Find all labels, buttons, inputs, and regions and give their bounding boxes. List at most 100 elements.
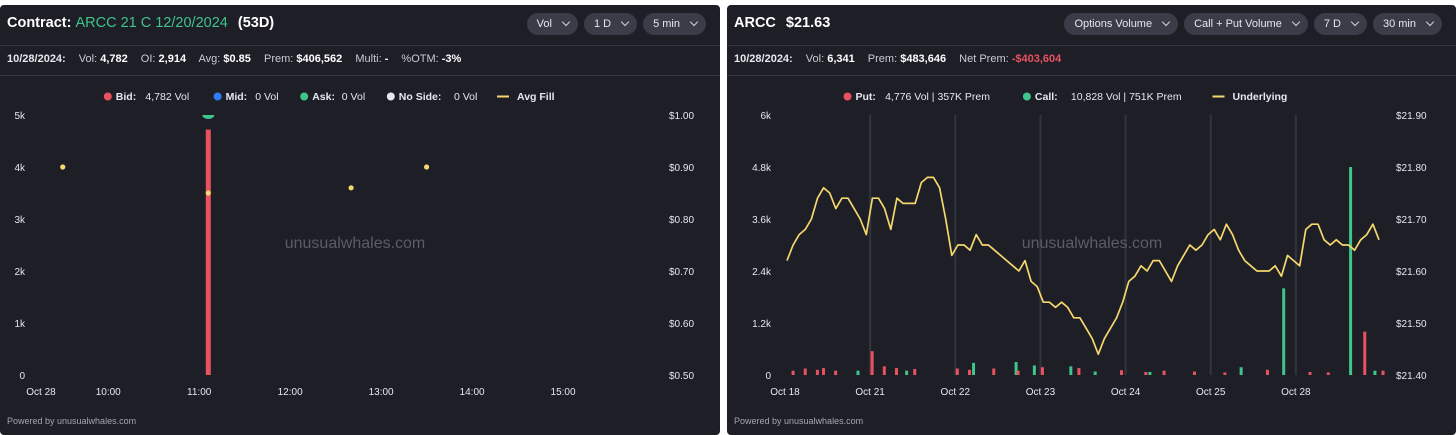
x-tick-label: 14:00 bbox=[460, 387, 485, 398]
call-bar bbox=[1069, 366, 1073, 375]
stats-divider bbox=[0, 75, 720, 76]
legend-label: Avg Fill bbox=[517, 91, 555, 103]
contract-volume-panel: Contract: ARCC 21 C 12/20/2024 (53D) Vol… bbox=[0, 5, 720, 435]
y-tick-label: 0 bbox=[19, 371, 25, 382]
bid-bar bbox=[205, 129, 211, 375]
chart-controls: Options Volume Call + Put Volume 7 D 30 … bbox=[1064, 13, 1442, 35]
contract-volume-chart[interactable]: Bid: 4,782 Vol Mid: 0 Vol Ask: 0 Vol No Side: 0… bbox=[0, 5, 720, 435]
call-bar bbox=[1349, 167, 1353, 375]
multi-value: - bbox=[384, 53, 389, 65]
call-bar bbox=[972, 362, 976, 375]
x-tick-label: 13:00 bbox=[369, 387, 394, 398]
legend-label: Ask: bbox=[312, 91, 335, 103]
x-tick-label: Oct 21 bbox=[855, 387, 885, 398]
put-bar bbox=[1192, 371, 1196, 375]
y-tick-label: 1.2k bbox=[752, 319, 772, 330]
metric-dropdown[interactable]: Vol bbox=[526, 13, 578, 35]
y-tick-label: 4.8k bbox=[752, 163, 772, 174]
y-tick-label: 1k bbox=[14, 319, 26, 330]
x-tick-label: 11:00 bbox=[187, 387, 212, 398]
put-bar bbox=[1363, 331, 1367, 375]
legend-value: 0 Vol bbox=[454, 91, 477, 103]
contract-label: Contract: bbox=[7, 15, 72, 31]
panel-header: ARCC $21.63 Options Volume Call + Put Vo… bbox=[727, 5, 1456, 41]
put-bar bbox=[821, 368, 825, 375]
legend-label: No Side: bbox=[399, 91, 442, 103]
prem-label: Prem: bbox=[263, 53, 294, 65]
legend-label: Mid: bbox=[226, 91, 248, 103]
contract-title: Contract: ARCC 21 C 12/20/2024 (53D) bbox=[7, 15, 274, 31]
legend-marker bbox=[103, 92, 112, 101]
multi-label: Multi: bbox=[355, 53, 382, 65]
put-bar bbox=[882, 366, 886, 375]
side-dropdown[interactable]: Call + Put Volume bbox=[1184, 13, 1308, 35]
call-bar bbox=[1239, 367, 1243, 375]
avg-label: Avg: bbox=[198, 53, 221, 65]
x-tick-label: Oct 28 bbox=[1281, 387, 1311, 398]
call-bar bbox=[856, 370, 860, 375]
y2-tick-label: $0.70 bbox=[669, 267, 694, 278]
net-prem-value: -$403,604 bbox=[1011, 53, 1062, 65]
vol-value: 4,782 bbox=[100, 53, 128, 65]
y2-tick-label: $1.00 bbox=[669, 111, 694, 122]
put-bar bbox=[1326, 372, 1330, 375]
dropdown-label: 30 min bbox=[1382, 18, 1416, 30]
call-bar bbox=[1148, 371, 1152, 375]
put-bar bbox=[1077, 368, 1081, 375]
header-divider bbox=[727, 45, 1456, 46]
prem-value: $483,646 bbox=[900, 53, 947, 65]
legend-label: Put: bbox=[856, 91, 876, 103]
put-bar bbox=[1040, 367, 1044, 375]
y-tick-label: 3k bbox=[14, 215, 26, 226]
stats-bar: 10/28/2024: Vol: 6,341 Prem: $483,646 Ne… bbox=[734, 53, 1061, 65]
y-tick-label: 3.6k bbox=[752, 215, 772, 226]
contract-name[interactable]: ARCC 21 C 12/20/2024 bbox=[75, 15, 228, 31]
dropdown-label: 5 min bbox=[653, 18, 680, 30]
otm-label: %OTM: bbox=[401, 53, 439, 65]
y-tick-label: 4k bbox=[14, 163, 26, 174]
y2-tick-label: $0.90 bbox=[669, 163, 694, 174]
stats-bar: 10/28/2024: Vol: 4,782 OI: 2,914 Avg: $0… bbox=[7, 53, 461, 65]
legend-value: 4,782 Vol bbox=[145, 91, 189, 103]
legend-marker bbox=[300, 92, 309, 101]
ticker-price: $21.63 bbox=[785, 15, 831, 31]
x-tick-label: Oct 22 bbox=[941, 387, 971, 398]
dropdown-label: Vol bbox=[536, 18, 552, 30]
options-volume-chart[interactable]: Put: 4,776 Vol | 357K Prem Call: 10,828 Vol… bbox=[727, 5, 1456, 435]
avg-fill-point bbox=[348, 185, 354, 191]
y2-tick-label: $21.80 bbox=[1396, 163, 1427, 174]
prem-value: $406,562 bbox=[296, 53, 343, 65]
range-dropdown[interactable]: 7 D bbox=[1313, 13, 1367, 35]
dropdown-label: Options Volume bbox=[1074, 18, 1153, 30]
put-bar bbox=[1144, 371, 1148, 375]
call-bar bbox=[1373, 370, 1377, 375]
x-tick-label: Oct 18 bbox=[770, 387, 800, 398]
net-prem-label: Net Prem: bbox=[959, 53, 1009, 65]
put-bar bbox=[803, 368, 807, 375]
y-tick-label: 0 bbox=[765, 371, 771, 382]
put-bar bbox=[913, 368, 917, 375]
dropdown-label: Call + Put Volume bbox=[1194, 18, 1282, 30]
metric-dropdown[interactable]: Options Volume bbox=[1064, 13, 1179, 35]
put-bar bbox=[1016, 370, 1020, 375]
prem-label: Prem: bbox=[867, 53, 898, 65]
legend-marker bbox=[213, 92, 222, 101]
put-bar bbox=[834, 370, 838, 375]
call-bar bbox=[1032, 365, 1036, 375]
x-tick-label: Oct 28 bbox=[26, 387, 56, 398]
vol-label: Vol: bbox=[805, 53, 825, 65]
range-dropdown[interactable]: 1 D bbox=[583, 13, 638, 35]
avg-fill-point bbox=[205, 190, 211, 196]
dropdown-label: 7 D bbox=[1323, 18, 1341, 30]
y2-tick-label: $21.60 bbox=[1396, 267, 1427, 278]
y-tick-label: 2k bbox=[14, 267, 26, 278]
call-bar bbox=[1282, 288, 1286, 375]
powered-by: Powered by unusualwhales.com bbox=[734, 416, 864, 426]
interval-dropdown[interactable]: 30 min bbox=[1372, 13, 1442, 35]
x-tick-label: Oct 23 bbox=[1026, 387, 1056, 398]
put-bar bbox=[992, 368, 996, 375]
legend-marker bbox=[1022, 92, 1031, 101]
x-tick-label: 10:00 bbox=[96, 387, 121, 398]
y2-tick-label: $21.50 bbox=[1396, 319, 1427, 330]
interval-dropdown[interactable]: 5 min bbox=[643, 13, 706, 35]
